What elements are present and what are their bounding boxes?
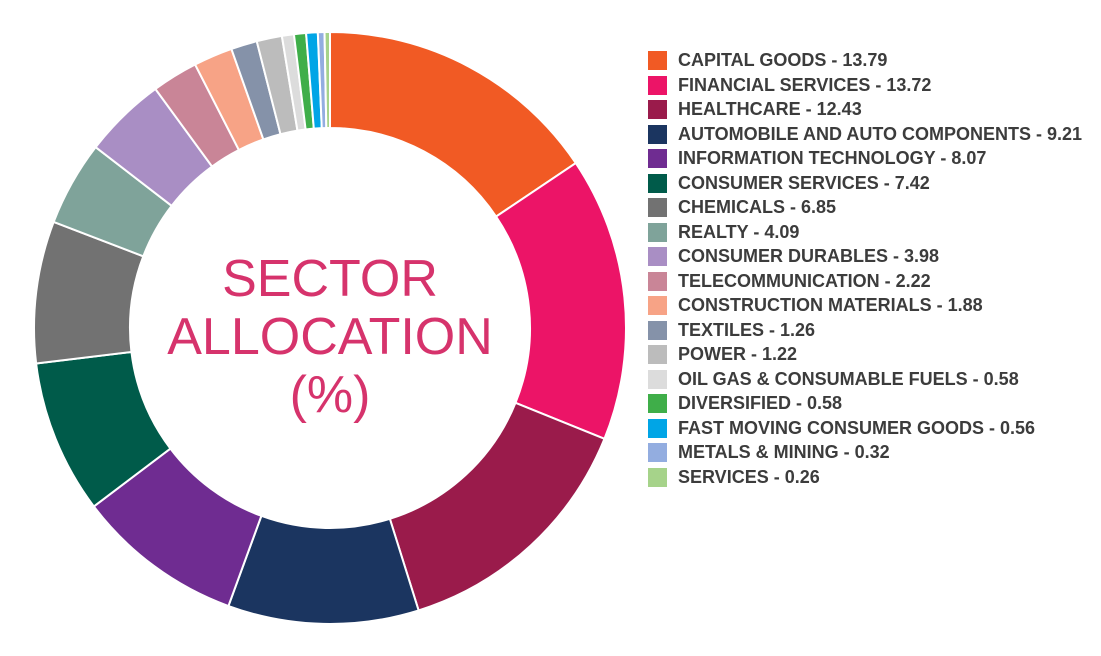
- legend-swatch: [648, 443, 667, 462]
- legend-swatch: [648, 51, 667, 70]
- legend-label: HEALTHCARE - 12.43: [678, 99, 862, 119]
- legend-item: POWER - 1.22: [648, 344, 1093, 365]
- legend-item: CAPITAL GOODS - 13.79: [648, 50, 1093, 71]
- legend-item: FINANCIAL SERVICES - 13.72: [648, 75, 1093, 96]
- legend-swatch: [648, 345, 667, 364]
- legend-swatch: [648, 271, 667, 291]
- legend-label: DIVERSIFIED - 0.58: [678, 393, 843, 413]
- legend-swatch: [648, 173, 667, 193]
- legend-swatch: [648, 418, 667, 438]
- chart-title-line-1: SECTOR: [222, 250, 438, 308]
- legend-item: DIVERSIFIED - 0.58: [648, 393, 1093, 414]
- legend-swatch: [648, 75, 667, 95]
- legend-label: CONSUMER SERVICES - 7.42: [678, 172, 930, 193]
- legend-item: CONSUMER DURABLES - 3.98: [648, 246, 1093, 267]
- legend-label: CONSTRUCTION MATERIALS - 1.88: [678, 295, 983, 315]
- legend-swatch: [648, 394, 667, 413]
- legend-item: OIL GAS & CONSUMABLE FUELS - 0.58: [648, 369, 1093, 390]
- slice-healthcare: [388, 401, 606, 612]
- legend-item: AUTOMOBILE AND AUTO COMPONENTS - 9.21: [648, 124, 1093, 145]
- legend-swatch: [648, 467, 667, 487]
- legend-item: CHEMICALS - 6.85: [648, 197, 1093, 218]
- chart-title-line-3: (%): [289, 366, 371, 424]
- legend-swatch: [648, 320, 667, 340]
- legend-label: METALS & MINING - 0.32: [678, 442, 890, 462]
- legend-label: CONSUMER DURABLES - 3.98: [678, 246, 940, 266]
- legend-swatch: [648, 247, 667, 266]
- legend-label: FINANCIAL SERVICES - 13.72: [678, 74, 932, 95]
- legend-label: TELECOMMUNICATION - 2.22: [678, 270, 931, 291]
- legend-label: TEXTILES - 1.26: [678, 319, 816, 340]
- legend-item: HEALTHCARE - 12.43: [648, 99, 1093, 120]
- legend-label: REALTY - 4.09: [678, 221, 800, 242]
- legend-swatch: [648, 369, 667, 389]
- legend-item: TELECOMMUNICATION - 2.22: [648, 271, 1093, 292]
- legend-swatch: [648, 149, 667, 168]
- slice-automobile-and-auto-components: [227, 514, 420, 625]
- legend-item: CONSUMER SERVICES - 7.42: [648, 173, 1093, 194]
- legend-label: INFORMATION TECHNOLOGY - 8.07: [678, 148, 987, 168]
- legend-item: SERVICES - 0.26: [648, 467, 1093, 488]
- legend-swatch: [648, 124, 667, 144]
- legend-label: AUTOMOBILE AND AUTO COMPONENTS - 9.21: [678, 123, 1083, 144]
- legend-label: CHEMICALS - 6.85: [678, 197, 837, 217]
- legend-label: FAST MOVING CONSUMER GOODS - 0.56: [678, 417, 1036, 438]
- legend-label: POWER - 1.22: [678, 344, 798, 364]
- legend-item: INFORMATION TECHNOLOGY - 8.07: [648, 148, 1093, 169]
- chart-title: SECTOR ALLOCATION (%): [130, 250, 530, 424]
- legend-swatch: [648, 296, 667, 315]
- legend-item: CONSTRUCTION MATERIALS - 1.88: [648, 295, 1093, 316]
- legend-item: FAST MOVING CONSUMER GOODS - 0.56: [648, 418, 1093, 439]
- chart-legend: CAPITAL GOODS - 13.79 FINANCIAL SERVICES …: [648, 50, 1093, 491]
- legend-label: OIL GAS & CONSUMABLE FUELS - 0.58: [678, 368, 1019, 389]
- legend-label: CAPITAL GOODS - 13.79: [678, 50, 888, 70]
- legend-swatch: [648, 198, 667, 217]
- slice-services: [323, 30, 331, 130]
- legend-swatch: [648, 222, 667, 242]
- legend-item: METALS & MINING - 0.32: [648, 442, 1093, 463]
- legend-swatch: [648, 100, 667, 119]
- donut-chart: [33, 30, 627, 625]
- chart-title-line-2: ALLOCATION: [167, 308, 493, 366]
- legend-item: TEXTILES - 1.26: [648, 320, 1093, 341]
- legend-label: SERVICES - 0.26: [678, 466, 820, 487]
- legend-item: REALTY - 4.09: [648, 222, 1093, 243]
